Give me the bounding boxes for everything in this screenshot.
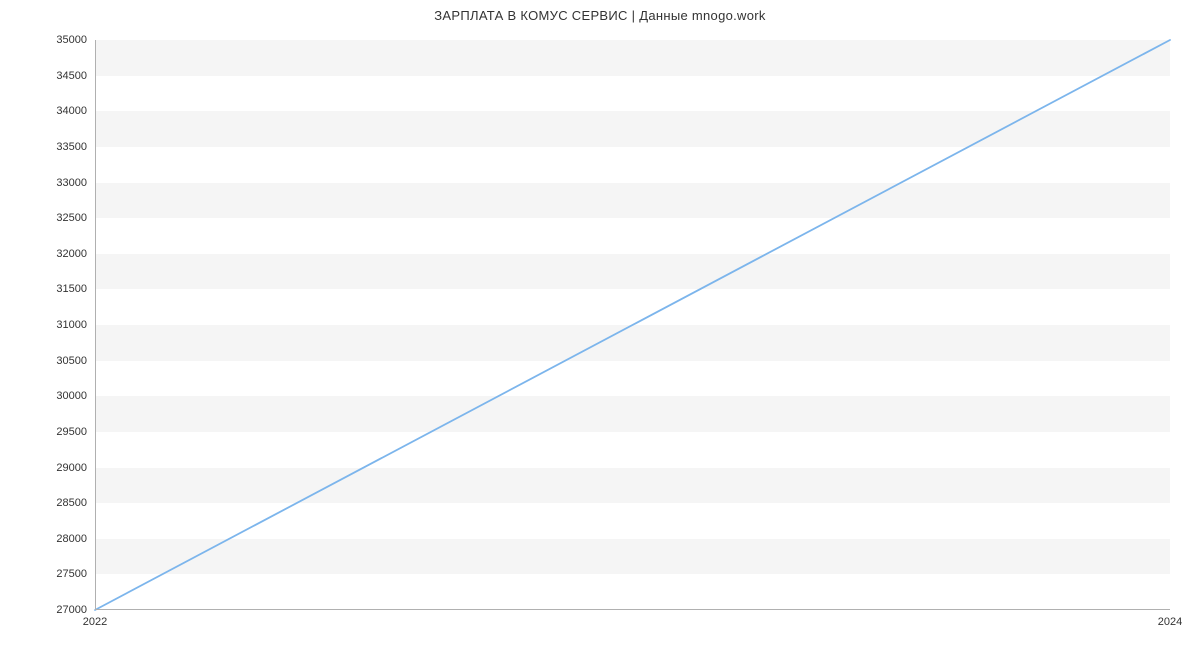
y-tick-label: 33500 bbox=[56, 141, 87, 153]
y-tick-label: 31500 bbox=[56, 283, 87, 295]
y-axis-line bbox=[95, 40, 96, 610]
x-axis-line bbox=[95, 609, 1170, 610]
x-tick-label: 2022 bbox=[83, 616, 107, 628]
salary-chart: ЗАРПЛАТА В КОМУС СЕРВИС | Данные mnogo.w… bbox=[0, 0, 1200, 650]
y-tick-label: 29500 bbox=[56, 426, 87, 438]
y-tick-label: 33000 bbox=[56, 177, 87, 189]
y-tick-label: 28500 bbox=[56, 497, 87, 509]
series-line-salary bbox=[95, 40, 1170, 610]
y-tick-label: 32000 bbox=[56, 248, 87, 260]
x-tick-label: 2024 bbox=[1158, 616, 1182, 628]
plot-area: 2700027500280002850029000295003000030500… bbox=[95, 40, 1170, 610]
y-tick-label: 31000 bbox=[56, 319, 87, 331]
y-tick-label: 27500 bbox=[56, 568, 87, 580]
y-tick-label: 34500 bbox=[56, 70, 87, 82]
y-tick-label: 30000 bbox=[56, 390, 87, 402]
y-tick-label: 34000 bbox=[56, 105, 87, 117]
y-tick-label: 30500 bbox=[56, 355, 87, 367]
y-tick-label: 27000 bbox=[56, 604, 87, 616]
line-layer bbox=[95, 40, 1170, 610]
y-tick-label: 35000 bbox=[56, 34, 87, 46]
y-tick-label: 32500 bbox=[56, 212, 87, 224]
y-tick-label: 28000 bbox=[56, 533, 87, 545]
y-tick-label: 29000 bbox=[56, 462, 87, 474]
chart-title: ЗАРПЛАТА В КОМУС СЕРВИС | Данные mnogo.w… bbox=[0, 8, 1200, 23]
